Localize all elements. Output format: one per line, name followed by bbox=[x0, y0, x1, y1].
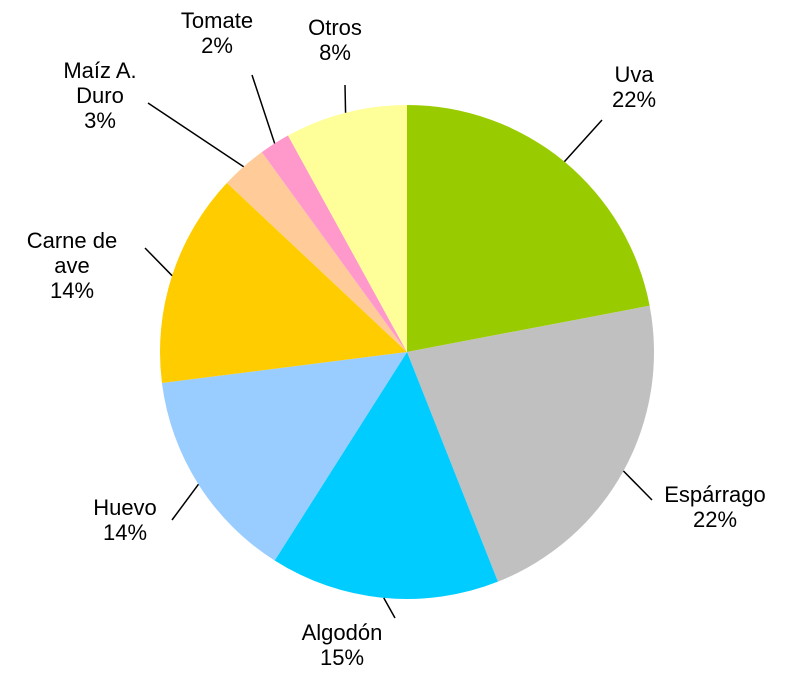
data-label: Tomate 2% bbox=[155, 8, 279, 58]
data-label: Espárrago 22% bbox=[653, 482, 777, 532]
category-label: Maíz A. Duro bbox=[63, 58, 137, 108]
data-label: Maíz A. Duro 3% bbox=[38, 58, 162, 133]
leader-line bbox=[383, 597, 396, 619]
category-label: Otros bbox=[308, 15, 362, 40]
leader-line bbox=[147, 102, 245, 168]
data-label: Uva 22% bbox=[572, 62, 696, 112]
data-label: Otros 8% bbox=[273, 15, 397, 65]
data-label: Huevo 14% bbox=[63, 495, 187, 545]
category-label: Huevo bbox=[93, 495, 157, 520]
percent-label: 3% bbox=[84, 108, 116, 133]
leader-line bbox=[144, 247, 173, 277]
leader-line bbox=[251, 74, 276, 144]
category-label: Tomate bbox=[180, 8, 254, 33]
leader-line bbox=[563, 119, 603, 163]
data-label: Carne de ave 14% bbox=[10, 228, 134, 303]
percent-label: 22% bbox=[692, 507, 738, 532]
pie-slice bbox=[407, 105, 650, 352]
category-label: Uva bbox=[614, 62, 654, 87]
category-label: Espárrago bbox=[664, 482, 766, 507]
pie-slice bbox=[160, 182, 407, 383]
leader-line bbox=[622, 470, 653, 501]
percent-label: 8% bbox=[319, 40, 351, 65]
percent-label: 15% bbox=[319, 645, 365, 670]
percent-label: 22% bbox=[611, 87, 657, 112]
category-label: Algodón bbox=[301, 620, 383, 645]
pie-slice bbox=[161, 352, 407, 561]
pie-slice bbox=[274, 352, 498, 599]
pie-slice bbox=[288, 105, 407, 352]
leader-line bbox=[171, 483, 200, 521]
percent-label: 14% bbox=[102, 520, 148, 545]
pie-slice bbox=[261, 135, 407, 352]
pie-slice bbox=[226, 152, 407, 352]
pie-slice bbox=[407, 305, 654, 582]
percent-label: 2% bbox=[201, 33, 233, 58]
category-label: Carne de ave bbox=[26, 228, 118, 278]
data-label: Algodón 15% bbox=[280, 620, 404, 670]
leader-line bbox=[344, 84, 347, 113]
percent-label: 14% bbox=[49, 278, 95, 303]
